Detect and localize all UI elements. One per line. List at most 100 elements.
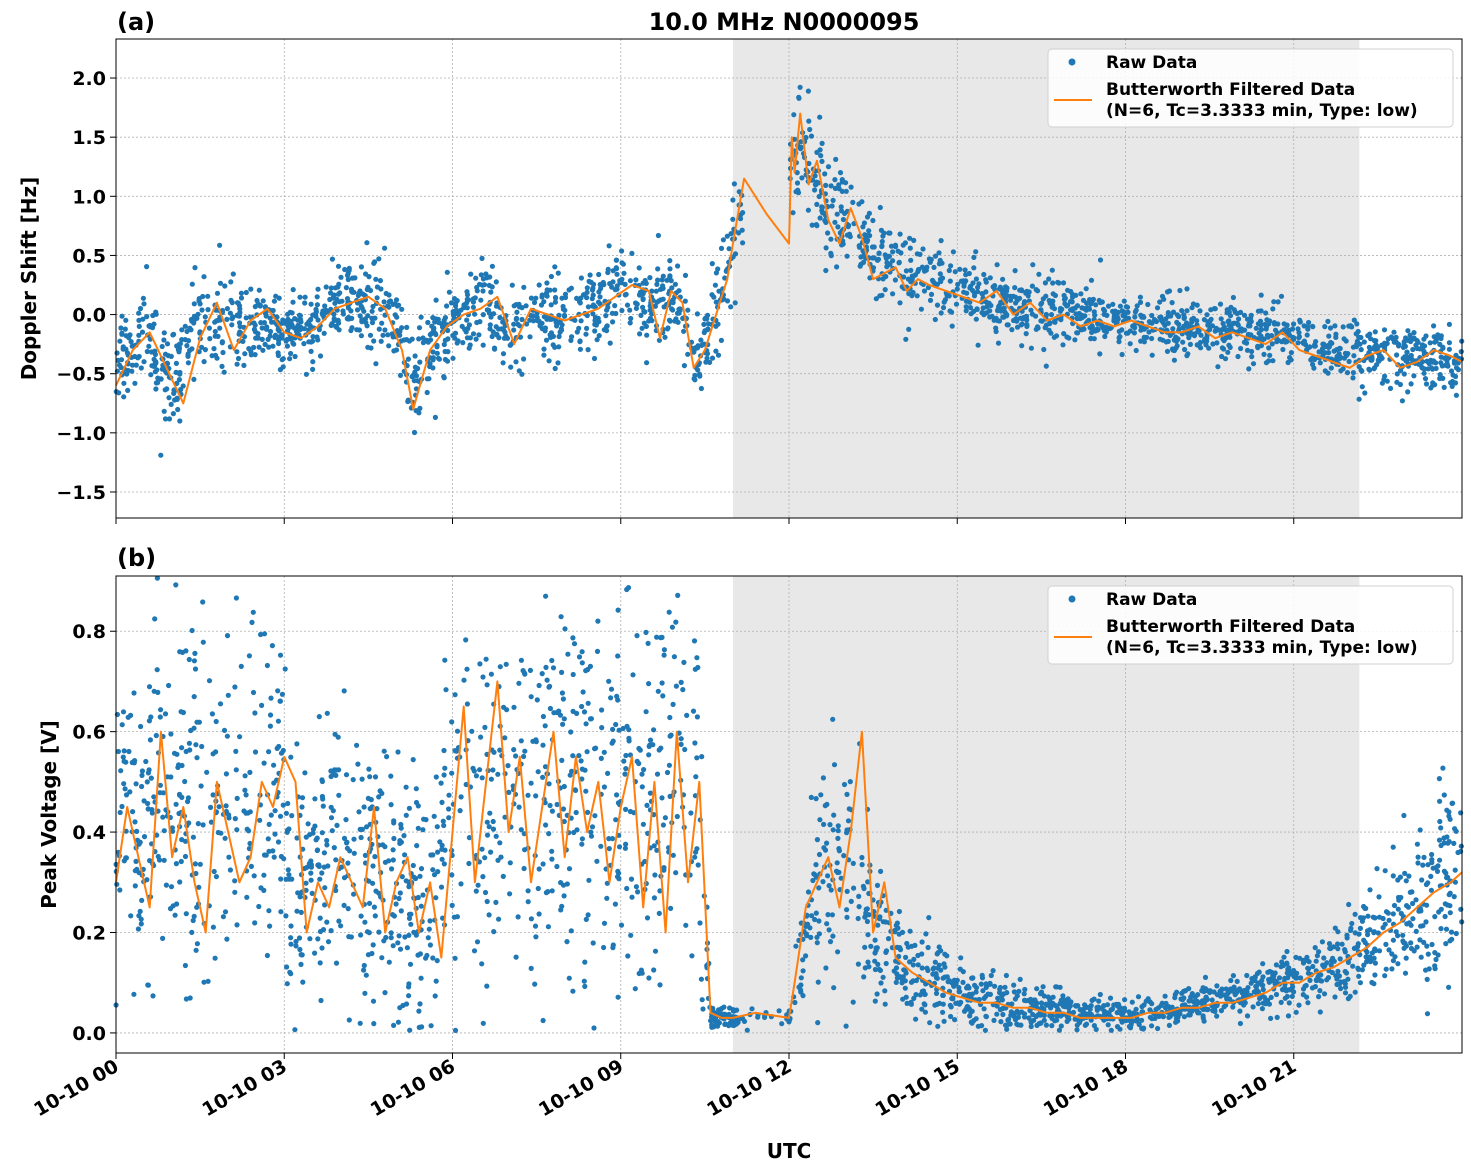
panel-a-raw-data [113,84,1465,458]
b-raw-point [1408,922,1414,928]
a-raw-point [1176,321,1182,327]
a-raw-point [238,295,245,301]
b-raw-point [370,998,377,1004]
a-raw-point [466,322,472,328]
a-raw-point [1354,321,1360,327]
b-raw-point [1352,930,1358,936]
a-raw-point [819,140,825,146]
b-raw-point [232,889,238,895]
b-raw-point [293,943,299,949]
a-raw-point [248,286,254,292]
a-raw-point [508,341,514,347]
a-raw-point [484,275,490,281]
a-raw-point [533,295,539,301]
b-raw-point [927,1020,933,1026]
a-raw-point [937,271,943,277]
b-raw-point [316,862,322,868]
panel-a-ylabel: Doppler Shift [Hz] [17,177,41,381]
a-raw-point [1284,323,1290,329]
a-raw-point [433,297,439,303]
b-raw-point [461,677,467,683]
b-raw-point [477,661,483,667]
a-raw-point [806,118,812,124]
a-raw-point [1176,326,1182,332]
a-raw-point [871,255,877,261]
b-raw-point [1008,1009,1014,1015]
a-raw-point [553,295,559,301]
a-raw-point [335,263,342,269]
b-raw-point [1202,998,1208,1005]
a-raw-point [369,320,376,326]
b-raw-point [189,627,195,634]
b-raw-point [1291,967,1297,974]
b-raw-point [1038,1000,1045,1006]
b-raw-point [319,870,325,876]
b-raw-point [1337,981,1343,987]
b-raw-point [123,855,129,861]
a-raw-point [1332,323,1338,329]
b-raw-point [545,889,551,895]
a-raw-point [622,292,628,298]
a-raw-point [660,283,666,289]
b-raw-point [366,766,372,772]
b-raw-point [361,967,367,973]
b-raw-point [872,966,879,973]
b-raw-point [1018,1022,1024,1028]
b-raw-point [1410,916,1416,922]
a-raw-point [1024,317,1030,323]
a-ytick-label: 0.0 [72,305,106,327]
a-raw-point [1341,336,1347,342]
a-raw-point [1441,384,1447,390]
b-raw-point [161,828,167,834]
b-raw-point [1367,959,1374,965]
b-raw-point [338,864,345,870]
b-raw-point [358,913,364,919]
a-raw-point [1025,293,1031,299]
b-raw-point [893,979,899,986]
b-raw-point [267,712,274,718]
b-raw-point [674,813,680,820]
b-raw-point [1352,911,1358,917]
b-raw-point [484,898,490,905]
b-raw-point [688,810,694,816]
a-raw-point [1050,280,1056,286]
a-raw-point [1391,339,1397,345]
b-raw-point [1186,1012,1192,1018]
b-raw-point [973,989,979,995]
a-raw-point [1198,332,1204,338]
b-raw-point [370,880,376,886]
a-raw-point [126,335,132,341]
b-raw-point [1060,993,1066,999]
b-raw-point [1335,929,1341,935]
a-raw-point [939,260,945,266]
b-raw-point [1401,812,1407,819]
b-raw-point [432,993,438,999]
a-raw-point [316,327,322,333]
b-raw-point [443,687,449,693]
b-raw-point [411,874,417,880]
a-raw-point [622,281,628,287]
a-raw-point [1208,323,1214,329]
b-raw-point [318,997,324,1004]
a-raw-point [242,351,248,357]
a-raw-point [478,272,484,278]
b-raw-point [601,784,608,790]
b-raw-point [333,887,339,894]
b-raw-point [1034,986,1040,992]
a-raw-point [1093,302,1099,308]
b-raw-point [1279,959,1285,965]
a-raw-point [808,133,815,139]
b-raw-point [193,870,199,877]
b-raw-point [1330,955,1336,962]
b-raw-point [1414,841,1420,847]
a-raw-point [1267,318,1273,324]
b-raw-point [518,738,524,744]
a-raw-point [344,316,350,322]
a-raw-point [713,348,719,354]
b-raw-point [856,904,862,910]
b-raw-point [865,959,871,965]
b-raw-point [1251,989,1257,995]
b-raw-point [154,667,160,673]
a-raw-point [1038,301,1044,307]
b-raw-point [194,941,200,947]
